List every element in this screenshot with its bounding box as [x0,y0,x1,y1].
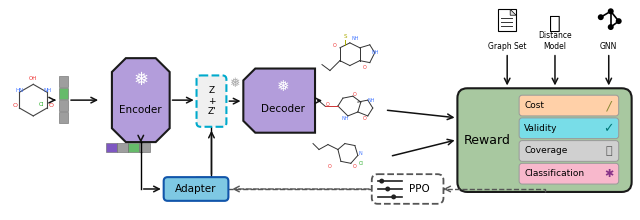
Bar [59,76,68,87]
Bar [498,9,516,31]
Polygon shape [510,9,516,15]
Text: O: O [328,164,332,169]
Text: HN: HN [15,88,24,93]
Text: ❅: ❅ [276,79,289,94]
Circle shape [608,8,614,14]
Circle shape [608,24,614,30]
FancyBboxPatch shape [519,163,619,184]
Bar [59,112,68,123]
Text: O: O [13,103,18,108]
Text: Cl: Cl [358,161,363,166]
Text: OH: OH [29,76,37,81]
Text: Cl: Cl [38,102,44,106]
Text: NH: NH [371,50,378,55]
Circle shape [380,179,384,183]
Text: ✱: ✱ [604,169,613,179]
Text: NH: NH [351,36,358,41]
FancyBboxPatch shape [519,118,619,139]
Text: Ⓢ: Ⓢ [549,14,561,33]
Polygon shape [112,58,170,142]
Text: O: O [353,92,356,97]
Text: N: N [359,151,363,156]
Text: Classification: Classification [524,169,584,178]
Text: Coverage: Coverage [524,147,568,156]
Text: Reward: Reward [464,134,511,147]
Text: ❅: ❅ [229,77,239,90]
Text: S: S [343,35,347,39]
Text: Z
+
Z': Z + Z' [207,86,216,116]
Text: NH: NH [367,98,374,103]
Text: Graph Set: Graph Set [488,42,527,51]
Circle shape [385,187,390,191]
FancyBboxPatch shape [372,174,444,204]
Text: ⓘ: ⓘ [605,146,612,156]
Bar [139,143,150,152]
Text: GNN: GNN [600,42,618,51]
FancyBboxPatch shape [519,95,619,116]
Text: Decoder: Decoder [261,104,305,114]
Circle shape [598,14,604,20]
Text: Distance
Model: Distance Model [538,31,572,51]
Text: Cost: Cost [524,101,544,110]
Text: Encoder: Encoder [120,105,162,115]
FancyBboxPatch shape [164,177,228,201]
Polygon shape [243,69,315,133]
Text: O: O [353,164,356,169]
FancyBboxPatch shape [519,141,619,161]
Text: O: O [363,65,367,70]
Circle shape [616,18,621,24]
Bar [59,88,68,99]
Bar [128,143,139,152]
Text: NH: NH [43,88,51,93]
Text: PPO: PPO [409,184,430,194]
Text: Adapter: Adapter [175,184,217,194]
Text: O: O [333,43,337,48]
Text: O: O [49,103,54,108]
Text: ✓: ✓ [604,122,614,135]
Text: /: / [607,99,611,112]
Bar [59,100,68,111]
FancyBboxPatch shape [458,88,632,192]
Text: Validity: Validity [524,124,557,133]
Text: ❅: ❅ [133,71,148,89]
Circle shape [391,194,396,199]
Bar [106,143,117,152]
FancyBboxPatch shape [196,75,227,127]
Text: O: O [363,116,367,121]
Text: O: O [326,102,330,106]
Bar [117,143,128,152]
Text: NH: NH [341,116,349,121]
